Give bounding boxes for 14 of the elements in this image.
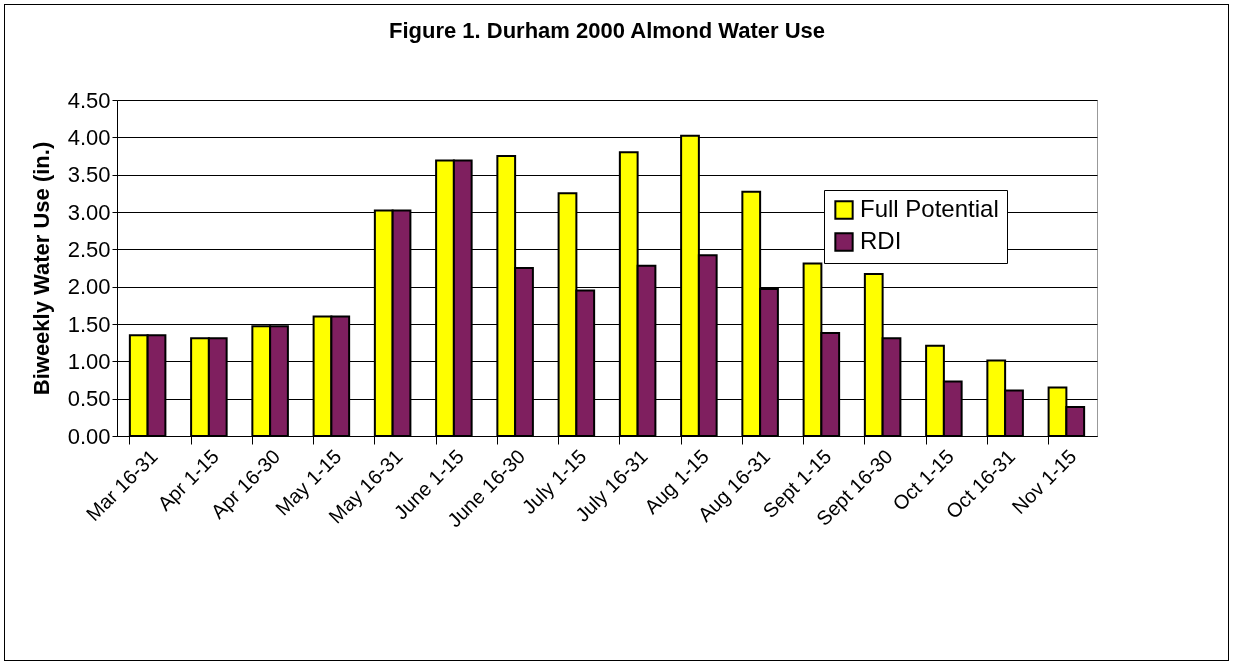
y-tick-label: 4.00 [67, 124, 111, 150]
y-tick-label: 2.00 [67, 274, 111, 300]
chart-title: Figure 1. Durham 2000 Almond Water Use [388, 18, 826, 43]
y-tick-label: 2.50 [67, 236, 111, 262]
legend-label: RDI [860, 227, 902, 254]
legend-label: Full Potential [860, 195, 999, 222]
y-tick-label: 3.50 [67, 162, 111, 188]
y-tick-label: 1.00 [67, 348, 111, 374]
y-tick-label: 3.00 [67, 199, 111, 225]
y-tick-label: 0.50 [67, 386, 111, 412]
y-axis-title: Biweekly Water Use (in.) [28, 141, 54, 396]
y-tick-label: 4.50 [67, 87, 111, 113]
y-tick-label: 1.50 [67, 311, 111, 337]
y-tick-label: 0.00 [67, 423, 111, 449]
